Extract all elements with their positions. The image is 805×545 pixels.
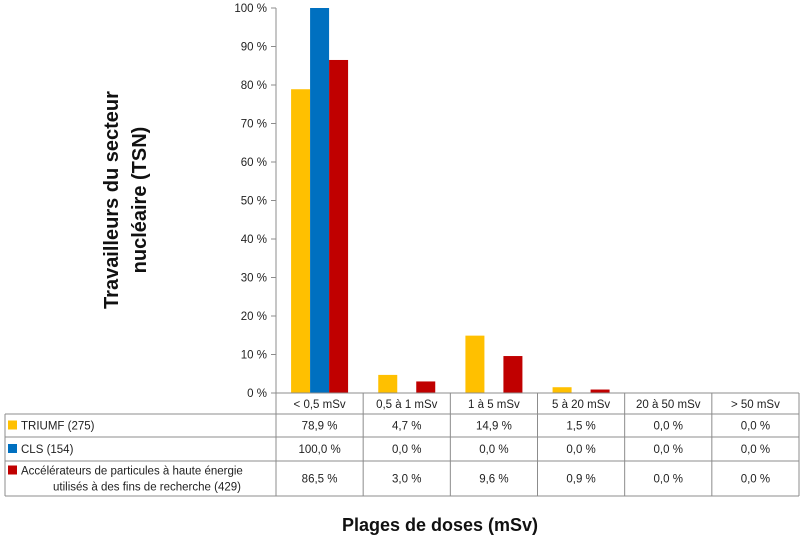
x-tick-label: > 50 mSv [731,399,780,411]
legend-label: CLS (154) [21,444,74,456]
x-axis-label: Plages de doses (mSv) [342,515,538,535]
data-label: 9,6 % [479,474,508,486]
bar-3-4 [590,389,610,393]
data-label: 0,0 % [479,444,508,456]
data-label: 0,0 % [741,444,770,456]
y-axis: 0 % 10 % 20 % 30 % 40 % 50 % 60 % 70 % 80 % 90 % 1… [234,3,277,400]
data-label: 4,7 % [392,421,421,433]
y-tick-label: 60 % [241,157,267,169]
data-label: 0,0 % [741,421,770,433]
x-tick-label: 0,5 à 1 mSv [376,399,438,411]
data-label: 1,5 % [566,421,595,433]
y-tick-label: 40 % [241,234,267,246]
data-label: 0,0 % [741,474,770,486]
bar-1-4 [552,387,572,393]
y-tick-label: 30 % [241,273,267,285]
y-tick-label: 20 % [241,311,267,323]
bar-3-1 [329,59,349,393]
data-table: < 0,5 mSv 0,5 à 1 mSv 1 à 5 mSv 5 à 20 mSv 2… [4,392,800,497]
x-tick-label: 1 à 5 mSv [468,399,520,411]
y-tick-label: 90 % [241,42,267,54]
bar-1-3 [465,335,485,393]
y-tick-label: 80 % [241,80,267,92]
y-tick-label: 0 % [247,388,267,400]
bar-1-1 [291,89,311,394]
x-tick-label: < 0,5 mSv [294,399,346,411]
y-tick-label: 70 % [241,119,267,131]
legend-label: utilisés à des fins de recherche (429) [53,482,241,494]
data-label: 78,9 % [302,421,338,433]
legend-label: Accélérateurs de particules à haute éner… [21,466,243,478]
data-label: 14,9 % [476,421,512,433]
data-label: 86,5 % [302,474,338,486]
data-label: 0,0 % [654,474,683,486]
data-label: 0,0 % [654,444,683,456]
data-label: 0,0 % [392,444,421,456]
bar-1-2 [378,374,398,393]
y-tick-label: 100 % [234,3,267,15]
y-tick-label: 50 % [241,196,267,208]
data-label: 0,9 % [566,474,595,486]
x-tick-label: 5 à 20 mSv [552,399,610,411]
y-axis-label: Travailleurs du secteur nucléaire (TSN) [101,91,151,309]
y-axis-label-line: Travailleurs du secteur [101,91,123,309]
legend-label: TRIUMF (275) [21,421,95,433]
bar-3-2 [416,381,436,393]
y-axis-label-line: nucléaire (TSN) [129,127,151,274]
x-tick-label: 20 à 50 mSv [636,399,701,411]
data-label: 100,0 % [298,444,340,456]
bars [291,8,610,394]
y-tick-label: 10 % [241,350,267,362]
bar-2-1 [310,8,330,393]
legend-swatch [8,444,17,453]
data-label: 3,0 % [392,474,421,486]
bar-3-3 [503,356,523,393]
legend-swatch [8,465,17,475]
data-label: 0,0 % [566,444,595,456]
legend-swatch [8,420,17,430]
data-label: 0,0 % [654,421,683,433]
